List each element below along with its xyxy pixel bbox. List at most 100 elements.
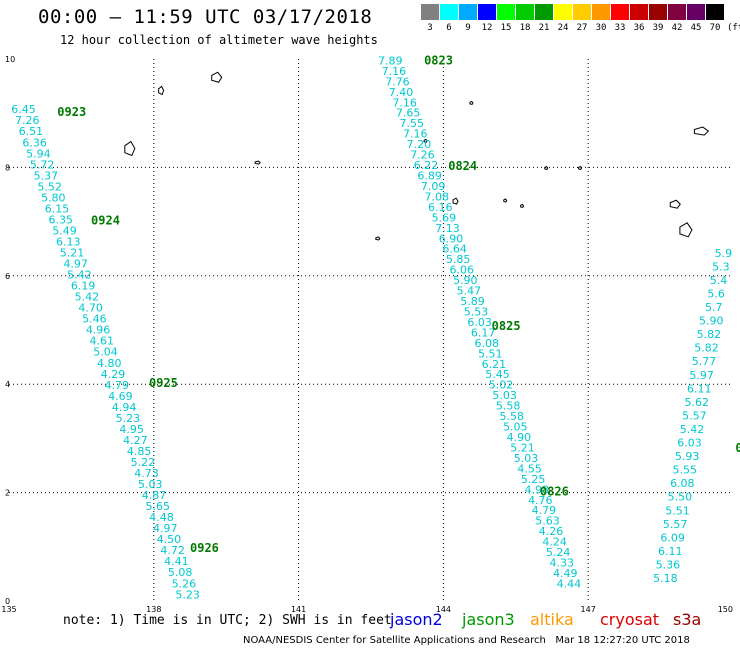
lon-tick-label: 141: [291, 605, 306, 614]
scale-swatch: [649, 4, 667, 20]
wave-height-value: 4.73: [134, 467, 159, 480]
wave-height-value: 5.04: [93, 346, 118, 359]
wave-height-value: 5.42: [75, 291, 100, 304]
lon-tick-label: 138: [146, 605, 161, 614]
lat-tick-label: 8: [5, 163, 10, 172]
track-time-label: 0925: [149, 376, 178, 390]
wave-height-value: 5.58: [499, 410, 524, 423]
island-outline: [693, 126, 710, 136]
scale-label: 33: [614, 23, 626, 33]
scale-swatch: [668, 4, 686, 20]
wave-height-value: 5.37: [34, 169, 59, 182]
wave-height-value: 6.06: [449, 264, 474, 277]
wave-height-value: 4.33: [549, 557, 574, 570]
scale-swatch: [440, 4, 458, 20]
scale-swatch: [421, 4, 439, 20]
track-time-label: 0: [735, 441, 740, 455]
scale-unit-label: (ft): [727, 23, 740, 33]
scale-label: 24: [557, 23, 569, 33]
wave-height-value: 5.22: [131, 456, 156, 469]
wave-height-value: 7.76: [385, 75, 410, 88]
wave-height-value: 6.35: [49, 213, 74, 226]
wave-height-value: 4.50: [157, 533, 182, 546]
wave-height-value: 7.40: [389, 86, 414, 99]
wave-height-value: 5.49: [52, 224, 77, 237]
wave-height-value: 5.53: [464, 305, 489, 318]
legend-jason2: jason2: [390, 610, 443, 629]
wave-height-value: 4.44: [557, 577, 582, 590]
scale-swatch: [592, 4, 610, 20]
wave-height-value: 7.89: [378, 54, 403, 67]
wave-height-value: 6.21: [482, 358, 507, 371]
legend-s3a: s3a: [673, 610, 702, 629]
wave-height-value: 6.11: [687, 382, 712, 395]
wave-height-value: 6.03: [677, 437, 702, 450]
wave-height-value: 5.62: [685, 396, 710, 409]
satellite-tracks: 6.457.266.516.365.945.725.375.525.806.15…: [11, 53, 740, 601]
scale-swatch: [573, 4, 591, 20]
wave-height-value: 7.09: [421, 180, 446, 193]
wave-height-value: 5.90: [453, 274, 478, 287]
credit-line: NOAA/NESDIS Center for Satellite Applica…: [243, 635, 690, 646]
wave-height-value: 6.51: [19, 125, 44, 138]
wave-height-value: 5.9: [715, 247, 733, 260]
wave-height-value: 5.21: [510, 441, 535, 454]
track-time-label: 0823: [424, 53, 453, 67]
wave-height-value: 6.64: [442, 243, 467, 256]
island-outline: [503, 198, 508, 203]
wave-height-value: 5.42: [680, 423, 705, 436]
wave-height-value: 5.57: [663, 518, 688, 531]
lon-tick-label: 150: [718, 605, 733, 614]
scale-label: 36: [633, 23, 645, 33]
wave-height-value: 5.02: [489, 379, 514, 392]
wave-height-value: 4.80: [97, 357, 122, 370]
scale-label: 30: [595, 23, 607, 33]
wave-height-value: 4.55: [517, 462, 542, 475]
wave-height-value: 6.22: [414, 159, 439, 172]
scale-label: 6: [446, 23, 452, 33]
scale-label: 21: [538, 23, 550, 33]
track-time-label: 0923: [57, 105, 86, 119]
wave-height-value: 6.09: [660, 531, 685, 544]
scale-label: 27: [576, 23, 588, 33]
wave-height-value: 5.93: [675, 450, 700, 463]
wave-height-value: 7.16: [403, 128, 428, 141]
wave-height-value: 4.48: [149, 511, 174, 524]
wave-height-value: 5.89: [460, 295, 485, 308]
wave-height-value: 6.08: [670, 477, 695, 490]
wave-height-value: 5.52: [37, 180, 62, 193]
scale-swatch: [611, 4, 629, 20]
island-outline: [375, 236, 381, 241]
wave-height-value: 5.4: [710, 274, 728, 287]
island-outline: [520, 203, 525, 209]
wave-height-value: 5.23: [116, 412, 141, 425]
scale-label: 9: [465, 23, 471, 33]
wave-height-value: 7.65: [396, 107, 421, 120]
track-west: 6.457.266.516.365.945.725.375.525.806.15…: [11, 103, 219, 601]
scale-label: 39: [652, 23, 664, 33]
wave-height-value: 5.6: [707, 287, 725, 300]
wave-height-value: 5.23: [175, 588, 200, 601]
island-outline: [669, 199, 681, 209]
wave-height-value: 7.13: [435, 222, 460, 235]
island-outline: [423, 138, 428, 143]
scale-swatch: [459, 4, 477, 20]
scale-swatch: [554, 4, 572, 20]
wave-height-value: 6.17: [471, 326, 496, 339]
wave-height-value: 5.42: [67, 269, 92, 282]
wave-height-value: 5.03: [514, 452, 539, 465]
wave-height-value: 5.94: [26, 147, 51, 160]
lat-lon-grid: [9, 59, 733, 601]
wave-height-value: 6.89: [417, 169, 442, 182]
wave-height-value: 7.26: [15, 114, 40, 127]
wave-height-value: 5.03: [492, 389, 517, 402]
wave-height-value: 6.11: [658, 545, 683, 558]
scale-swatch: [630, 4, 648, 20]
scale-label: 15: [500, 23, 512, 33]
track-time-label: 0926: [190, 541, 219, 555]
scale-label: 42: [671, 23, 683, 33]
wave-height-value: 5.08: [168, 566, 193, 579]
wave-height-value: 5.36: [656, 558, 681, 571]
footer-note: note: 1) Time is in UTC; 2) SWH is in fe…: [63, 613, 392, 628]
wave-height-value: 5.24: [546, 546, 571, 559]
